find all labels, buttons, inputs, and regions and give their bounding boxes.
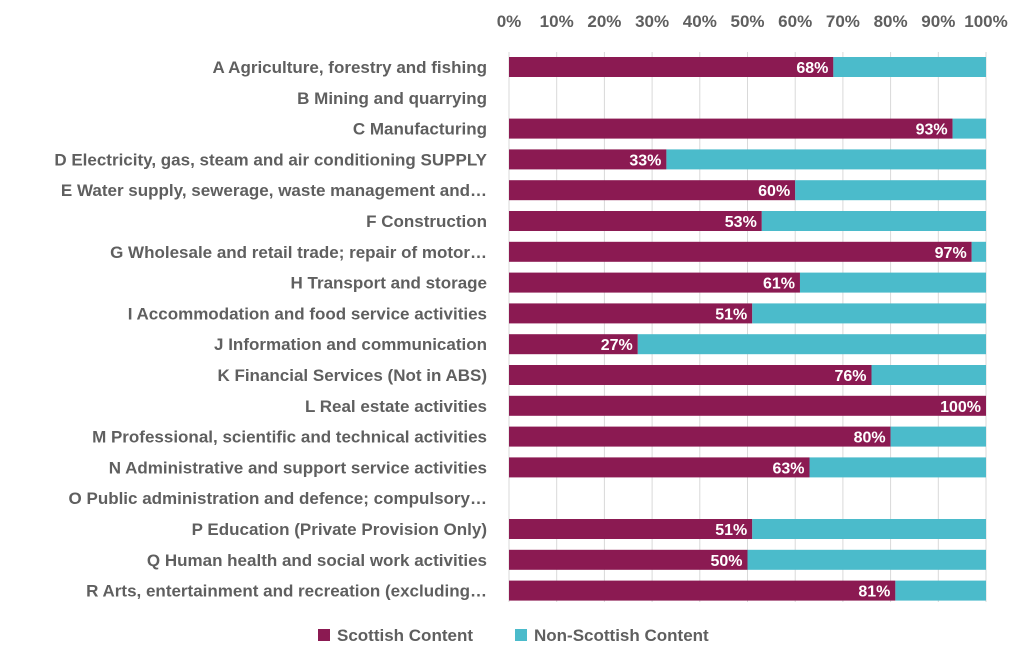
category-label: H Transport and storage [291,274,487,293]
category-label: B Mining and quarrying [297,89,487,108]
x-tick-label: 30% [635,12,669,31]
bar-non-scottish [971,241,986,262]
x-tick-label: 20% [587,12,621,31]
bar-non-scottish [761,211,986,231]
category-label: P Education (Private Provision Only) [192,520,487,539]
legend: Scottish Content Non-Scottish Content [318,626,709,645]
data-label: 50% [710,553,742,570]
x-tick-label: 50% [730,12,764,31]
data-label: 60% [758,183,790,200]
bar-scottish [509,211,762,231]
data-label: 51% [715,522,747,539]
data-label: 97% [935,245,967,262]
x-tick-label: 100% [964,12,1007,31]
bar-non-scottish [752,519,986,539]
bar-scottish [509,303,753,324]
data-label: 63% [772,460,804,477]
bar-scottish [509,549,748,570]
category-label: L Real estate activities [305,397,487,416]
bar-scottish [509,426,891,447]
category-label: E Water supply, sewerage, waste manageme… [61,181,487,200]
category-label: K Financial Services (Not in ABS) [217,366,487,385]
data-label: 51% [715,306,747,323]
category-label: D Electricity, gas, steam and air condit… [54,150,487,169]
bar-scottish [509,580,896,601]
data-label: 93% [916,122,948,139]
bar-non-scottish [747,549,986,570]
bar-non-scottish [799,272,986,293]
bar-scottish [509,457,810,478]
bars [509,57,986,601]
category-label: J Information and communication [214,335,487,354]
data-label: 80% [854,430,886,447]
data-label: 61% [763,276,795,293]
x-tick-label: 10% [540,12,574,31]
bar-scottish [509,334,638,355]
bar-non-scottish [871,365,986,385]
category-label: I Accommodation and food service activit… [128,304,487,323]
bar-scottish [509,519,753,539]
data-label: 81% [858,584,890,601]
legend-label-non-scottish: Non-Scottish Content [534,626,709,645]
x-tick-label: 80% [874,12,908,31]
bar-scottish [509,118,953,139]
gridlines [508,52,987,602]
category-label: N Administrative and support service act… [109,458,487,477]
x-axis-ticks: 0% 10% 20% 30% 40% 50% 60% 70% 80% 90% 100% [497,12,1008,31]
bar-scottish [509,365,872,385]
bar-non-scottish [809,457,986,478]
data-label: 76% [834,368,866,385]
legend-swatch-scottish [318,629,330,641]
x-tick-label: 70% [826,12,860,31]
bar-non-scottish [637,334,986,355]
bar-scottish [509,57,834,77]
data-label: 100% [940,399,981,416]
x-tick-label: 60% [778,12,812,31]
bar-non-scottish [795,180,986,201]
bar-scottish [509,395,986,416]
legend-swatch-non-scottish [515,629,527,641]
x-tick-label: 90% [921,12,955,31]
bar-non-scottish [666,149,986,170]
category-label: M Professional, scientific and technical… [92,428,487,447]
x-tick-label: 0% [497,12,522,31]
category-label: R Arts, entertainment and recreation (ex… [86,582,487,601]
bar-scottish [509,241,972,262]
bar-scottish [509,180,796,201]
category-labels: A Agriculture, forestry and fishing B Min… [54,58,487,601]
category-label: A Agriculture, forestry and fishing [212,58,487,77]
data-label: 33% [629,152,661,169]
bar-scottish [509,149,667,170]
data-label: 53% [725,214,757,231]
category-label: C Manufacturing [353,120,487,139]
bar-non-scottish [752,303,986,324]
bar-non-scottish [895,580,986,601]
bar-scottish [509,272,800,293]
bar-non-scottish [952,118,986,139]
data-labels: 68% 93% 33% 60%53% 97% 61% 51% 27% 76% 100% 80% 63%… [601,60,981,601]
bar-non-scottish [833,57,986,77]
x-tick-label: 40% [683,12,717,31]
category-label: F Construction [366,212,487,231]
category-label: Q Human health and social work activitie… [147,551,487,570]
bar-non-scottish [890,426,986,447]
category-label: G Wholesale and retail trade; repair of … [110,243,487,262]
category-label: O Public administration and defence; com… [69,489,487,508]
data-label: 68% [796,60,828,77]
data-label: 27% [601,337,633,354]
legend-label-scottish: Scottish Content [337,626,473,645]
